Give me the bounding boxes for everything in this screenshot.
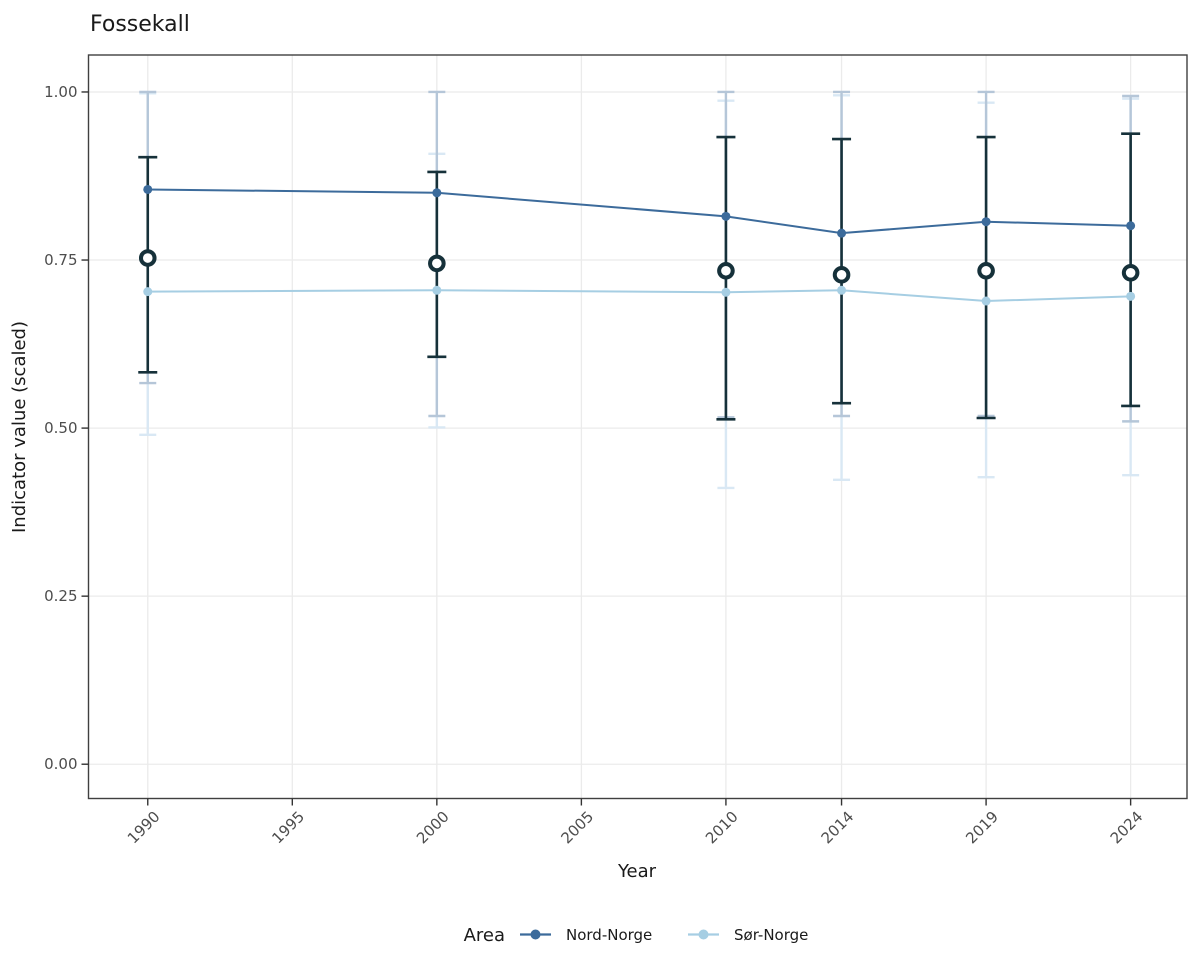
open-circle-marker	[1121, 264, 1140, 282]
chart-title: Fossekall	[90, 12, 190, 37]
legend-key-nord-norge	[520, 929, 551, 940]
x-tick-label: 2005	[557, 808, 597, 848]
point-Nord-Norge	[837, 228, 847, 238]
panel-border	[87, 54, 1188, 800]
open-circle-marker	[428, 254, 446, 273]
x-tick-label: 2000	[413, 808, 453, 848]
x-tick-label: 2014	[818, 808, 858, 848]
line-Nord-Norge	[147, 188, 1131, 235]
x-axis-title: Year	[617, 861, 657, 882]
y-tick-label: 0.00	[44, 755, 77, 773]
x-tick-label: 2010	[702, 808, 742, 848]
y-tick-label: 1.00	[44, 83, 77, 101]
point-Nord-Norge	[432, 188, 442, 198]
legend-key-dot	[530, 929, 541, 940]
point-Nord-Norge	[1126, 221, 1136, 231]
legend-item-sor-norge[interactable]: Sør-Norge	[734, 926, 808, 944]
point-Sør-Norge	[143, 287, 153, 297]
legend-keys	[520, 929, 719, 940]
point-Sør-Norge	[1126, 291, 1136, 301]
x-tick-label: 1995	[268, 808, 308, 848]
line-Sør-Norge	[147, 289, 1131, 303]
open-circle-marker	[138, 249, 157, 267]
legend-key-dot	[698, 929, 709, 940]
x-tick-label: 2024	[1107, 808, 1147, 848]
open-circle-marker	[977, 261, 995, 280]
x-tick-label: 2019	[962, 808, 1002, 848]
y-axis-title: Indicator value (scaled)	[9, 321, 30, 533]
point-Nord-Norge	[721, 211, 731, 221]
point-Nord-Norge	[981, 217, 991, 227]
legend: Area Nord-Norge Sør-Norge	[464, 925, 809, 946]
legend-key-sor-norge	[688, 929, 719, 940]
point-Sør-Norge	[837, 285, 847, 295]
point-Nord-Norge	[143, 184, 153, 194]
open-circle-marker	[832, 266, 851, 284]
point-Sør-Norge	[721, 287, 731, 297]
point-Sør-Norge	[432, 285, 442, 295]
plot-area: 0.00 0.25 0.50 0.75 1.00 1990 1995 2000 2005 2010…	[44, 54, 1188, 848]
legend-item-nord-norge[interactable]: Nord-Norge	[566, 926, 652, 944]
x-tick-label: 1990	[124, 808, 164, 848]
y-tick-label: 0.50	[44, 419, 77, 437]
point-Sør-Norge	[981, 296, 991, 306]
legend-title: Area	[464, 925, 505, 946]
y-tick-label: 0.25	[44, 587, 77, 605]
open-circle-marker	[717, 261, 735, 280]
y-tick-label: 0.75	[44, 251, 77, 269]
